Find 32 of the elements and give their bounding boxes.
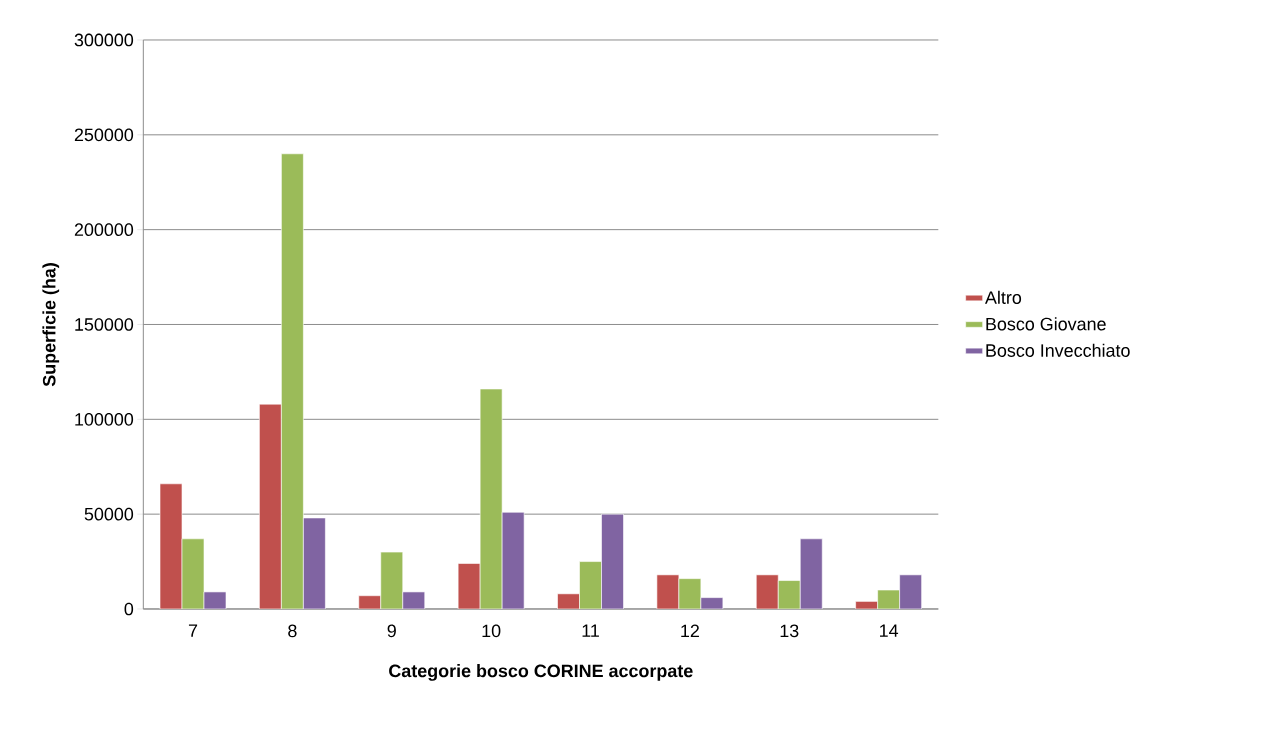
x-tick-label: 13 (780, 624, 799, 638)
y-tick-label: 250000 (74, 128, 134, 142)
bar (601, 514, 624, 609)
bar (259, 404, 282, 609)
bar (281, 153, 304, 609)
bar (579, 561, 602, 609)
bar (303, 517, 326, 609)
x-tick-label: 10 (482, 624, 501, 638)
bar (160, 483, 183, 609)
bar (480, 388, 503, 609)
bar (800, 538, 823, 609)
x-tick-label: 7 (188, 624, 198, 637)
bar (778, 580, 801, 609)
legend-label: Bosco Invecchiato (986, 343, 1130, 357)
x-tick-label: 12 (681, 624, 699, 638)
y-tick-label: 300000 (74, 33, 134, 47)
y-tick-label: 100000 (75, 412, 134, 426)
x-tick-label: 11 (582, 624, 599, 637)
x-axis-title: Categorie bosco CORINE accorpate (389, 664, 693, 681)
x-tick-label: 8 (288, 624, 297, 638)
legend-label: Altro (984, 290, 1022, 304)
legend-label: Bosco Giovane (986, 317, 1106, 331)
x-tick-label: 9 (387, 624, 396, 638)
y-tick-label: 150000 (75, 318, 134, 331)
bar (380, 552, 403, 609)
y-axis-title: Superficie (ha) (42, 263, 60, 387)
x-tick-label: 14 (880, 624, 899, 637)
y-tick-label: 0 (124, 602, 134, 616)
y-tick-label: 200000 (74, 223, 134, 236)
y-tick-label: 50000 (84, 507, 134, 521)
bar (756, 574, 779, 609)
bar (899, 574, 922, 609)
